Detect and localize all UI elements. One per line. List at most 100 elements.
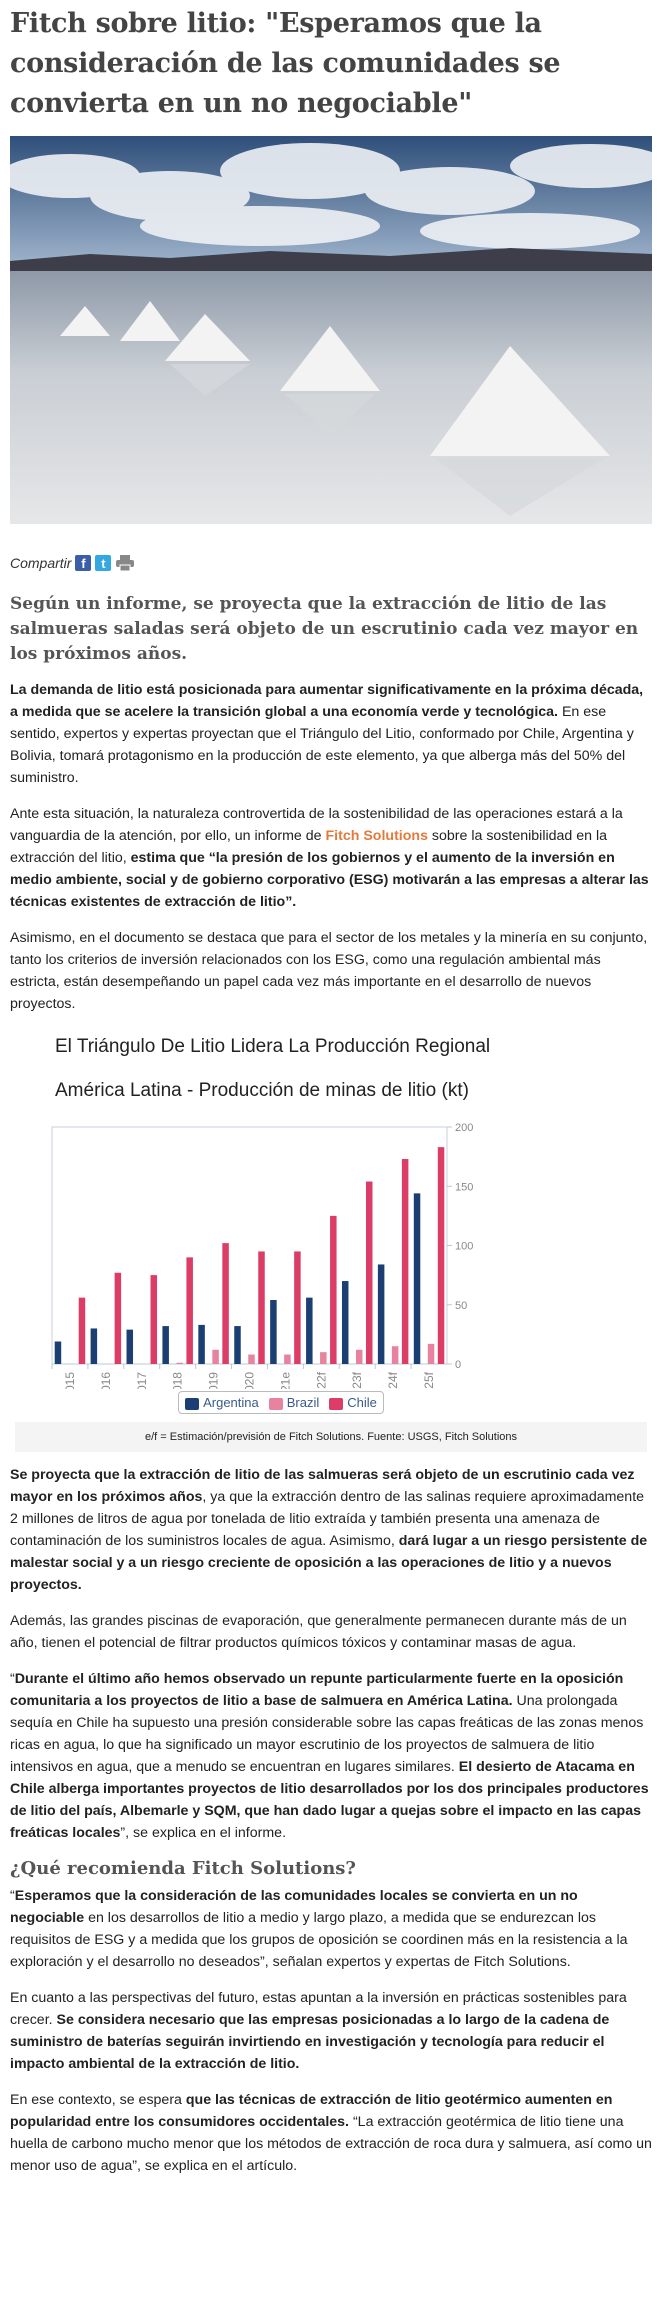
paragraph: “Esperamos que la consideración de las c… bbox=[10, 1885, 652, 1973]
y-tick-label: 100 bbox=[455, 1241, 473, 1253]
y-tick-label: 200 bbox=[455, 1122, 473, 1134]
text: Asimismo, en el documento se destaca que… bbox=[10, 930, 648, 1012]
text: Además, las grandes piscinas de evaporac… bbox=[10, 1613, 627, 1651]
bar-argentina bbox=[306, 1297, 313, 1364]
text: Ante esta situación, la naturaleza contr… bbox=[10, 806, 623, 844]
bold-text: Se considera necesario que las empresas … bbox=[10, 2012, 610, 2072]
chart-legend: Argentina Brazil Chile bbox=[178, 1391, 384, 1414]
x-tick-label: 2016 bbox=[99, 1372, 113, 1389]
bar-brazil bbox=[355, 1349, 363, 1364]
bar-argentina bbox=[90, 1328, 98, 1364]
legend-item-brazil[interactable]: Brazil bbox=[268, 1395, 320, 1410]
x-tick-label: 2015 bbox=[63, 1372, 77, 1389]
text: , ya que la extracción dentro de las sal… bbox=[10, 1489, 645, 1549]
bar-argentina bbox=[341, 1281, 349, 1364]
bar-chile bbox=[150, 1275, 158, 1364]
text: En ese sentido, expertos y expertas proy… bbox=[10, 704, 634, 786]
chart-title: El Triángulo De Litio Lidera La Producci… bbox=[55, 1036, 491, 1057]
bold-text: que las técnicas de extracción de litio … bbox=[10, 2092, 613, 2130]
bold-text: Se proyecta que la extracción de litio d… bbox=[10, 1467, 635, 1505]
x-tick-label: 2017 bbox=[135, 1372, 149, 1389]
text: en los desarrollos de litio a medio y la… bbox=[10, 1910, 628, 1970]
y-tick-label: 50 bbox=[455, 1300, 467, 1312]
bold-text: La demanda de litio está posicionada par… bbox=[10, 682, 644, 720]
x-tick-label: 2022f bbox=[314, 1371, 328, 1389]
bar-brazil bbox=[176, 1362, 183, 1364]
paragraph: La demanda de litio está posicionada par… bbox=[10, 679, 652, 789]
article-title: Fitch sobre litio: "Esperamos que la con… bbox=[10, 8, 561, 119]
bold-text: El desierto de Atacama en Chile alberga … bbox=[10, 1759, 649, 1841]
bar-argentina bbox=[162, 1326, 169, 1364]
print-icon[interactable] bbox=[115, 554, 135, 572]
share-label: Compartir bbox=[10, 555, 72, 571]
plot-frame bbox=[51, 1126, 448, 1365]
x-tick-label: 2024f bbox=[386, 1371, 400, 1389]
body-before-chart: La demanda de litio está posicionada par… bbox=[10, 679, 652, 1015]
production-chart: El Triángulo De Litio Lidera La Producci… bbox=[10, 1035, 652, 1452]
legend-item-chile[interactable]: Chile bbox=[329, 1395, 377, 1410]
body-section: “Esperamos que la consideración de las c… bbox=[10, 1885, 652, 2177]
paragraph: En cuanto a las perspectivas del futuro,… bbox=[10, 1987, 652, 2075]
text: sobre la sostenibilidad en la extracción… bbox=[10, 828, 608, 866]
y-tick-label: 150 bbox=[455, 1181, 473, 1193]
bar-argentina bbox=[377, 1264, 385, 1364]
bar-argentina bbox=[413, 1193, 421, 1364]
share-bar: Compartir f t bbox=[10, 554, 652, 572]
bar-brazil bbox=[320, 1352, 327, 1364]
x-tick-label: 2020 bbox=[243, 1372, 257, 1389]
twitter-icon[interactable]: t bbox=[95, 555, 112, 571]
legend-label: Argentina bbox=[203, 1395, 259, 1410]
bar-brazil bbox=[212, 1349, 219, 1364]
paragraph: En ese contexto, se espera que las técni… bbox=[10, 2089, 652, 2177]
bar-brazil bbox=[391, 1346, 399, 1364]
legend-swatch bbox=[329, 1397, 344, 1410]
article-lede: Según un informe, se proyecta que la ext… bbox=[10, 594, 639, 664]
text: Una prolongada sequía en Chile ha supues… bbox=[10, 1693, 644, 1775]
bold-text: dará lugar a un riesgo persistente de ma… bbox=[10, 1533, 648, 1593]
chart-subtitle: América Latina - Producción de minas de … bbox=[55, 1080, 469, 1101]
x-tick-label: 2019 bbox=[207, 1372, 221, 1389]
bar-argentina bbox=[126, 1329, 134, 1364]
bold-text: Esperamos que la consideración de las co… bbox=[10, 1888, 578, 1926]
bar-chile bbox=[437, 1147, 445, 1364]
fitch-solutions-link[interactable]: Fitch Solutions bbox=[325, 828, 428, 844]
paragraph: Además, las grandes piscinas de evaporac… bbox=[10, 1610, 652, 1654]
legend-item-argentina[interactable]: Argentina bbox=[185, 1395, 259, 1410]
bar-brazil bbox=[427, 1343, 435, 1364]
body-after-chart: Se proyecta que la extracción de litio d… bbox=[10, 1464, 652, 1844]
x-tick-label: 2025f bbox=[422, 1371, 436, 1389]
text: En ese contexto, se espera bbox=[10, 2092, 186, 2108]
x-tick-label: 2023f bbox=[350, 1371, 364, 1389]
bar-argentina bbox=[54, 1341, 62, 1364]
chart-caption: e/f = Estimación/previsión de Fitch Solu… bbox=[15, 1422, 647, 1452]
text: ”, se explica en el informe. bbox=[120, 1825, 287, 1841]
paragraph: Asimismo, en el documento se destaca que… bbox=[10, 927, 652, 1015]
bar-chile bbox=[186, 1257, 193, 1364]
bar-chile bbox=[330, 1215, 337, 1364]
bar-chile bbox=[222, 1243, 229, 1364]
legend-swatch bbox=[185, 1397, 200, 1410]
legend-label: Brazil bbox=[286, 1395, 320, 1410]
bar-chile bbox=[294, 1251, 301, 1364]
x-tick-label: 2018 bbox=[171, 1372, 185, 1389]
bar-argentina bbox=[270, 1300, 277, 1364]
legend-label: Chile bbox=[347, 1395, 377, 1410]
chart-plot: 0 50 100 150 200 2015 2016 2017 2018 2019 2020 2021… bbox=[51, 1122, 473, 1389]
text: “ bbox=[10, 1888, 15, 1904]
bar-argentina bbox=[234, 1326, 241, 1364]
facebook-icon[interactable]: f bbox=[75, 555, 92, 571]
bar-chile bbox=[258, 1251, 265, 1364]
section-heading: ¿Qué recomienda Fitch Solutions? bbox=[10, 1858, 356, 1879]
paragraph: “Durante el último año hemos observado u… bbox=[10, 1668, 652, 1844]
text: En cuanto a las perspectivas del futuro,… bbox=[10, 1990, 627, 2028]
article: Fitch sobre litio: "Esperamos que la con… bbox=[0, 4, 662, 2177]
text: “La extracción geotérmica de litio tiene… bbox=[10, 2114, 652, 2174]
bar-brazil bbox=[284, 1354, 291, 1364]
bar-chile bbox=[365, 1181, 373, 1364]
text: “ bbox=[10, 1671, 15, 1687]
y-tick-label: 0 bbox=[455, 1359, 461, 1371]
bar-argentina bbox=[198, 1324, 205, 1364]
bold-text: Durante el último año hemos observado un… bbox=[10, 1671, 624, 1709]
legend-swatch bbox=[268, 1397, 283, 1410]
paragraph: Ante esta situación, la naturaleza contr… bbox=[10, 803, 652, 913]
